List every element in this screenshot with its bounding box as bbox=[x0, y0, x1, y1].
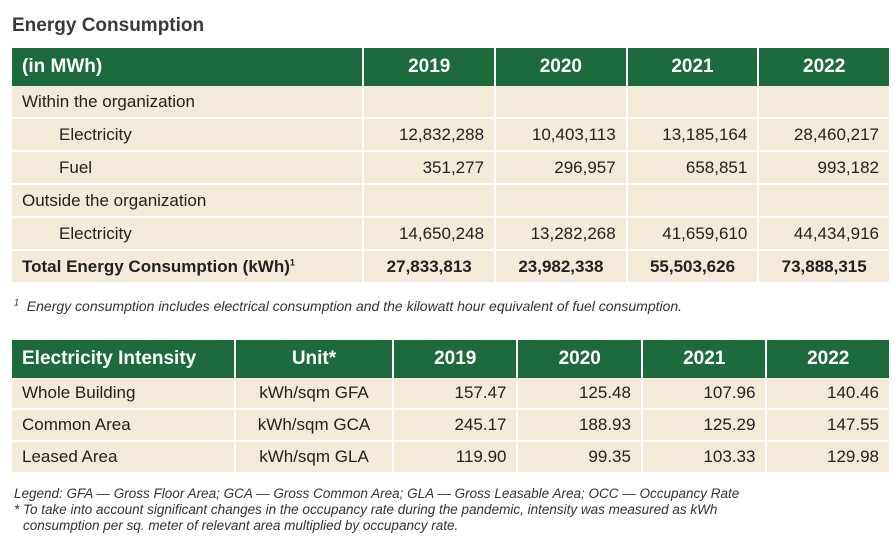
header-year-2022: 2022 bbox=[766, 340, 889, 378]
section-row-outside: Outside the organization bbox=[12, 184, 889, 218]
empty-cell bbox=[626, 184, 760, 218]
unit-cell: kWh/sqm GCA bbox=[235, 409, 394, 442]
table-row: Common Area kWh/sqm GCA 245.17 188.93 12… bbox=[12, 409, 889, 442]
value-cell: 296,957 bbox=[495, 151, 628, 185]
value-cell: 658,851 bbox=[626, 151, 760, 185]
value-cell: 12,832,288 bbox=[363, 118, 497, 152]
empty-cell bbox=[363, 184, 497, 218]
empty-cell bbox=[363, 86, 497, 119]
empty-cell bbox=[626, 86, 760, 119]
row-label: Leased Area bbox=[12, 441, 236, 474]
value-cell: 10,403,113 bbox=[495, 118, 628, 152]
section-row-within: Within the organization bbox=[12, 86, 889, 119]
empty-cell bbox=[495, 86, 628, 119]
value-cell: 125.29 bbox=[641, 409, 768, 442]
header-year-2021: 2021 bbox=[626, 48, 760, 86]
unit-cell: kWh/sqm GLA bbox=[235, 441, 394, 474]
footnote: 1 Energy consumption includes electrical… bbox=[14, 298, 682, 314]
value-cell: 351,277 bbox=[363, 151, 497, 185]
table-row: Whole Building kWh/sqm GFA 157.47 125.48… bbox=[12, 378, 889, 410]
value-cell: 14,650,248 bbox=[363, 217, 497, 251]
value-cell: 157.47 bbox=[393, 378, 519, 410]
legend-line-3: consumption per sq. meter of relevant ar… bbox=[23, 518, 459, 533]
header-year-2019: 2019 bbox=[393, 340, 519, 378]
total-value: 55,503,626 bbox=[626, 250, 760, 282]
value-cell: 147.55 bbox=[766, 409, 889, 442]
row-label: Common Area bbox=[12, 409, 236, 442]
total-label-cell: Total Energy Consumption (kWh)1 bbox=[12, 250, 365, 282]
table-row: Electricity 14,650,248 13,282,268 41,659… bbox=[12, 217, 889, 251]
table-row: Fuel 351,277 296,957 658,851 993,182 bbox=[12, 151, 889, 185]
total-label: Total Energy Consumption (kWh) bbox=[22, 256, 290, 276]
table-header-row: (in MWh) 2019 2020 2021 2022 bbox=[12, 48, 889, 86]
value-cell: 129.98 bbox=[766, 441, 889, 474]
value-cell: 13,185,164 bbox=[626, 118, 760, 152]
footnote-marker: 1 bbox=[289, 256, 295, 267]
value-cell: 99.35 bbox=[517, 441, 643, 474]
empty-cell bbox=[758, 184, 889, 218]
header-unit-label: (in MWh) bbox=[12, 48, 365, 86]
header-unit: Unit* bbox=[235, 340, 394, 378]
row-label: Fuel bbox=[12, 151, 365, 185]
value-cell: 107.96 bbox=[641, 378, 768, 410]
energy-consumption-table: (in MWh) 2019 2020 2021 2022 Within the … bbox=[12, 48, 889, 282]
header-year-2019: 2019 bbox=[363, 48, 497, 86]
value-cell: 103.33 bbox=[641, 441, 768, 474]
value-cell: 188.93 bbox=[517, 409, 643, 442]
value-cell: 245.17 bbox=[393, 409, 519, 442]
total-value: 27,833,813 bbox=[363, 250, 497, 282]
total-row: Total Energy Consumption (kWh)1 27,833,8… bbox=[12, 250, 889, 282]
value-cell: 140.46 bbox=[766, 378, 889, 410]
empty-cell bbox=[495, 184, 628, 218]
value-cell: 119.90 bbox=[393, 441, 519, 474]
legend-line-1: Legend: GFA — Gross Floor Area; GCA — Gr… bbox=[14, 486, 740, 501]
header-year-2020: 2020 bbox=[517, 340, 643, 378]
legend: Legend: GFA — Gross Floor Area; GCA — Gr… bbox=[14, 486, 884, 534]
footnote-mark: 1 bbox=[14, 297, 20, 308]
row-label: Electricity bbox=[12, 118, 365, 152]
table-row: Leased Area kWh/sqm GLA 119.90 99.35 103… bbox=[12, 441, 889, 474]
legend-line-2: * To take into account significant chang… bbox=[14, 502, 718, 517]
value-cell: 125.48 bbox=[517, 378, 643, 410]
table-header-row: Electricity Intensity Unit* 2019 2020 20… bbox=[12, 340, 889, 378]
row-label: Whole Building bbox=[12, 378, 236, 410]
header-year-2020: 2020 bbox=[495, 48, 628, 86]
header-year-2021: 2021 bbox=[641, 340, 768, 378]
value-cell: 13,282,268 bbox=[495, 217, 628, 251]
value-cell: 993,182 bbox=[758, 151, 889, 185]
footnote-text: Energy consumption includes electrical c… bbox=[26, 298, 683, 314]
value-cell: 44,434,916 bbox=[758, 217, 889, 251]
value-cell: 28,460,217 bbox=[758, 118, 889, 152]
total-value: 73,888,315 bbox=[758, 250, 889, 282]
electricity-intensity-table: Electricity Intensity Unit* 2019 2020 20… bbox=[12, 340, 889, 474]
unit-cell: kWh/sqm GFA bbox=[235, 378, 394, 410]
header-intensity-label: Electricity Intensity bbox=[12, 340, 236, 378]
value-cell: 41,659,610 bbox=[626, 217, 760, 251]
table-row: Electricity 12,832,288 10,403,113 13,185… bbox=[12, 118, 889, 152]
section-label-within: Within the organization bbox=[12, 86, 365, 119]
section-label-outside: Outside the organization bbox=[12, 184, 365, 218]
page-title: Energy Consumption bbox=[12, 15, 205, 36]
total-value: 23,982,338 bbox=[495, 250, 628, 282]
header-year-2022: 2022 bbox=[758, 48, 889, 86]
row-label: Electricity bbox=[12, 217, 365, 251]
empty-cell bbox=[758, 86, 889, 119]
